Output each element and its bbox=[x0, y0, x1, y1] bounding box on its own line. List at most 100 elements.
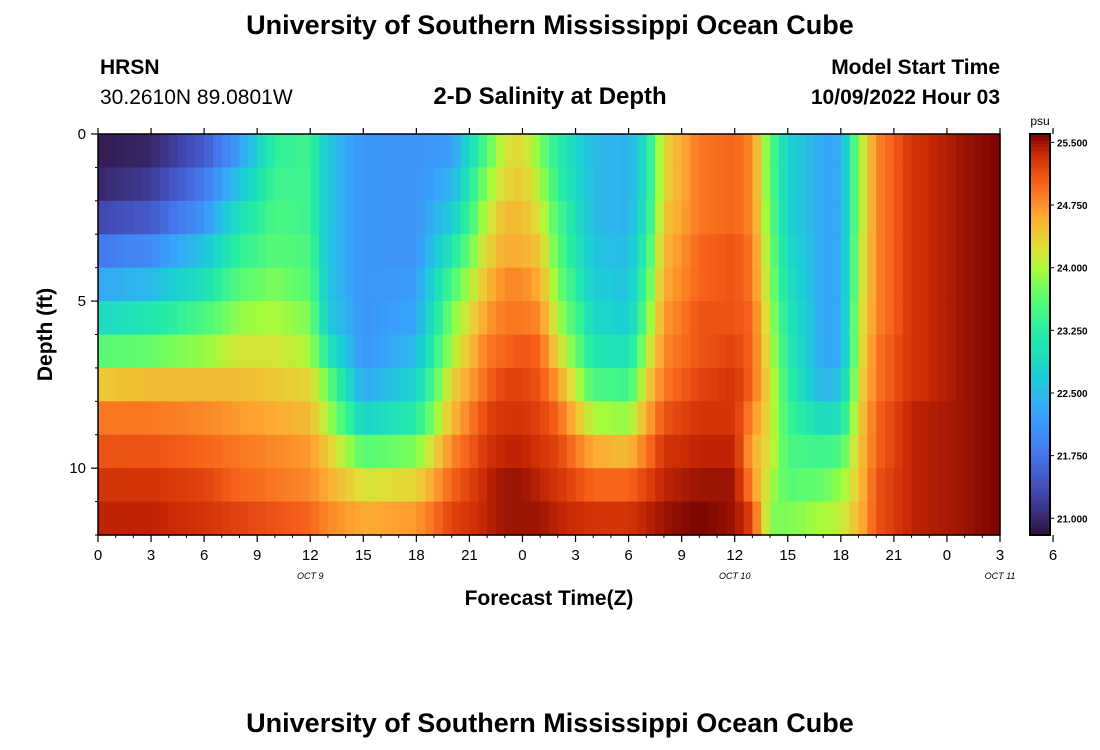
colorbar-segment bbox=[1030, 434, 1050, 439]
heatmap-cell bbox=[257, 334, 267, 369]
heatmap-cell bbox=[460, 367, 471, 402]
heatmap-cell bbox=[487, 200, 497, 235]
heatmap-cell bbox=[876, 200, 886, 235]
heatmap-cell bbox=[902, 301, 913, 336]
heatmap-cell bbox=[734, 468, 745, 503]
heatmap-cell bbox=[761, 200, 771, 235]
heatmap-cell bbox=[672, 367, 683, 402]
colorbar-segment bbox=[1030, 264, 1050, 269]
heatmap-cell bbox=[893, 267, 904, 302]
heatmap-cell bbox=[221, 301, 232, 336]
heatmap-cell bbox=[230, 367, 241, 402]
heatmap-cell bbox=[946, 367, 957, 402]
heatmap-cell bbox=[425, 434, 435, 469]
heatmap-cell bbox=[98, 501, 108, 536]
heatmap-cell bbox=[867, 434, 877, 469]
heatmap-cell bbox=[893, 234, 904, 269]
heatmap-cell bbox=[893, 401, 904, 436]
heatmap-cell bbox=[849, 334, 860, 369]
heatmap-cell bbox=[655, 267, 665, 302]
heatmap-cell bbox=[372, 301, 382, 336]
heatmap-cell bbox=[885, 200, 895, 235]
heatmap-cell bbox=[363, 200, 373, 235]
heatmap-cell bbox=[442, 401, 453, 436]
heatmap-cell bbox=[522, 434, 532, 469]
heatmap-cell bbox=[230, 434, 241, 469]
heatmap-cell bbox=[628, 367, 639, 402]
heatmap-cell bbox=[964, 334, 975, 369]
heatmap-cell bbox=[663, 234, 674, 269]
heatmap-cell bbox=[363, 134, 373, 169]
heatmap-cell bbox=[717, 167, 727, 202]
heatmap-cell bbox=[212, 468, 223, 503]
heatmap-cell bbox=[221, 367, 232, 402]
heatmap-cell bbox=[893, 434, 904, 469]
heatmap-cell bbox=[566, 367, 577, 402]
colorbar-segment bbox=[1030, 234, 1050, 239]
heatmap-cell bbox=[301, 434, 311, 469]
heatmap-cell bbox=[310, 301, 320, 336]
heatmap-cell bbox=[478, 301, 488, 336]
heatmap-cell bbox=[283, 200, 294, 235]
heatmap-cell bbox=[876, 167, 886, 202]
heatmap-cell bbox=[513, 401, 524, 436]
heatmap-cell bbox=[106, 434, 117, 469]
heatmap-cell bbox=[513, 134, 524, 169]
heatmap-cell bbox=[885, 167, 895, 202]
colorbar-tick-label: 21.750 bbox=[1057, 452, 1088, 463]
x-tick-label: 15 bbox=[355, 547, 372, 564]
heatmap-cell bbox=[115, 167, 126, 202]
heatmap-cell bbox=[168, 134, 179, 169]
heatmap-cell bbox=[151, 401, 161, 436]
heatmap-cell bbox=[425, 501, 435, 536]
heatmap-cell bbox=[929, 134, 939, 169]
heatmap-cell bbox=[602, 301, 612, 336]
heatmap-cell bbox=[955, 434, 966, 469]
heatmap-cell bbox=[787, 167, 798, 202]
heatmap-cell bbox=[964, 301, 975, 336]
heatmap-cell bbox=[319, 434, 329, 469]
heatmap-cell bbox=[478, 501, 488, 536]
heatmap-cell bbox=[920, 234, 930, 269]
heatmap-cell bbox=[955, 301, 966, 336]
heatmap-cell bbox=[831, 334, 842, 369]
heatmap-cell bbox=[708, 501, 718, 536]
heatmap-cell bbox=[964, 501, 975, 536]
heatmap-cell bbox=[920, 200, 930, 235]
heatmap-cell bbox=[557, 134, 568, 169]
heatmap-cell bbox=[778, 468, 789, 503]
heatmap-cell bbox=[425, 367, 435, 402]
heatmap-cell bbox=[681, 334, 692, 369]
heatmap-cell bbox=[248, 401, 258, 436]
heatmap-cell bbox=[840, 434, 851, 469]
heatmap-cell bbox=[876, 401, 886, 436]
heatmap-cell bbox=[938, 334, 948, 369]
colorbar-segment bbox=[1030, 498, 1050, 503]
colorbar-tick-label: 24.000 bbox=[1057, 264, 1088, 275]
heatmap-cell bbox=[929, 501, 939, 536]
heatmap-cell bbox=[115, 367, 126, 402]
heatmap-cell bbox=[292, 401, 302, 436]
heatmap-cell bbox=[416, 501, 426, 536]
heatmap-cell bbox=[124, 134, 134, 169]
heatmap-cell bbox=[274, 267, 285, 302]
heatmap-cell bbox=[646, 434, 656, 469]
heatmap-cell bbox=[982, 267, 992, 302]
heatmap-cell bbox=[549, 334, 559, 369]
heatmap-cell bbox=[363, 468, 373, 503]
heatmap-cell bbox=[805, 401, 815, 436]
heatmap-cell bbox=[389, 367, 400, 402]
heatmap-cell bbox=[407, 501, 417, 536]
heatmap-cell bbox=[478, 334, 488, 369]
heatmap-cell bbox=[637, 134, 647, 169]
heatmap-cell bbox=[133, 267, 143, 302]
colorbar-segment bbox=[1030, 174, 1050, 179]
heatmap-cell bbox=[752, 468, 762, 503]
heatmap-cell bbox=[292, 167, 302, 202]
heatmap-cell bbox=[743, 401, 753, 436]
heatmap-cell bbox=[283, 301, 294, 336]
heatmap-cell bbox=[257, 401, 267, 436]
heatmap-cell bbox=[257, 234, 267, 269]
heatmap-cell bbox=[929, 434, 939, 469]
heatmap-cell bbox=[566, 200, 577, 235]
